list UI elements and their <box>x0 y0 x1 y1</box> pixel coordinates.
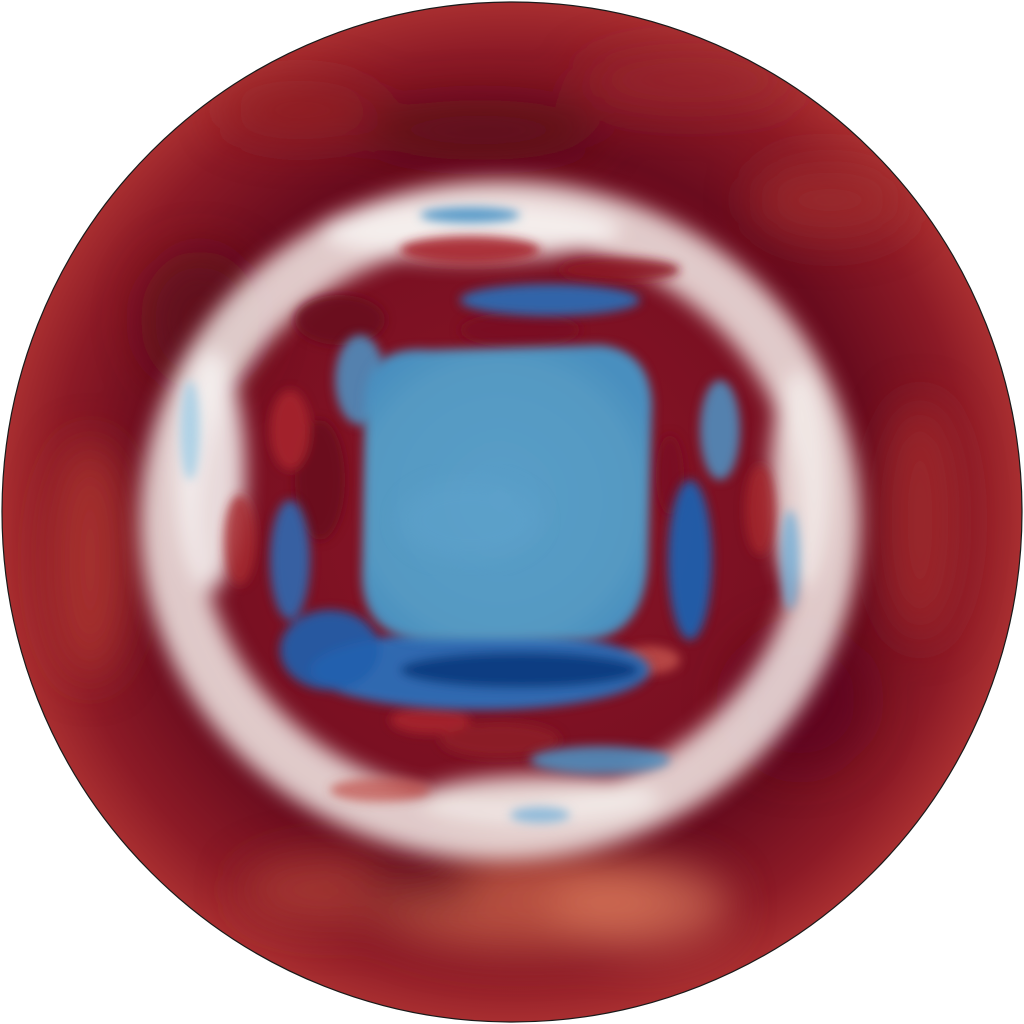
mixing-zone-blue <box>180 207 800 823</box>
core-highlight <box>400 480 540 560</box>
outer-ring-streaks <box>50 50 960 950</box>
mixing-zone-red <box>224 236 775 802</box>
